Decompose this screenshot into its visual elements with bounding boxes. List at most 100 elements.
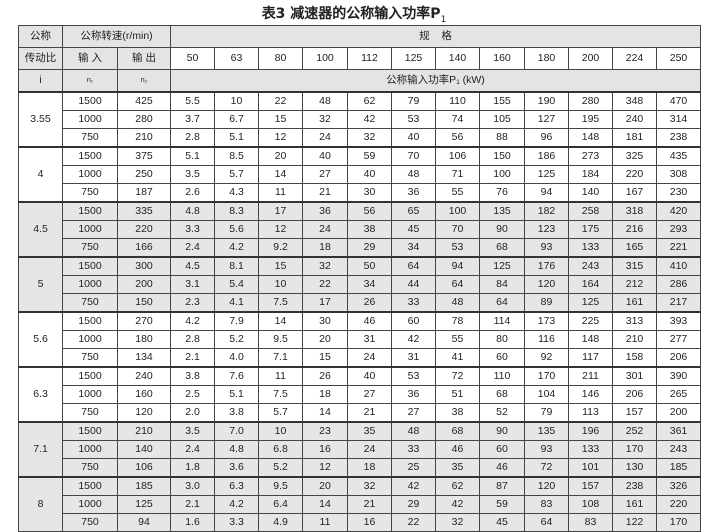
power-cell: 125 [524, 165, 569, 184]
power-cell: 120 [524, 476, 569, 496]
power-cell: 170 [524, 366, 569, 386]
ratio-cell: 4.5 [18, 201, 63, 258]
output-speed-cell: 160 [117, 385, 171, 404]
power-cell: 220 [612, 165, 657, 184]
power-cell: 184 [568, 165, 613, 184]
power-cell: 117 [568, 348, 613, 368]
power-cell: 470 [656, 91, 701, 111]
power-cell: 56 [435, 128, 480, 148]
power-cell: 3.3 [170, 220, 215, 239]
input-speed-cell: 750 [62, 293, 118, 313]
input-speed-cell: 1500 [62, 421, 118, 441]
power-cell: 265 [656, 385, 701, 404]
power-cell: 361 [656, 421, 701, 441]
power-cell: 155 [479, 91, 525, 111]
table-row: 1000 200 3.1 5.4 10 22 34 44 64 84 120 164 212 286 [19, 275, 701, 294]
power-cell: 53 [391, 366, 436, 386]
power-cell: 30 [347, 183, 392, 203]
input-speed-cell: 1500 [62, 146, 118, 166]
power-cell: 35 [347, 421, 392, 441]
power-cell: 59 [479, 495, 525, 514]
power-cell: 120 [524, 275, 569, 294]
power-cell: 9.5 [258, 330, 303, 349]
input-speed-cell: 1000 [62, 495, 118, 514]
power-cell: 34 [391, 238, 436, 258]
power-cell: 21 [347, 495, 392, 514]
power-cell: 161 [612, 293, 657, 313]
power-cell: 277 [656, 330, 701, 349]
output-speed-cell: 134 [117, 348, 171, 368]
table-row: 1000 280 3.7 6.7 15 32 42 53 74 105 127 195 240 314 [19, 110, 701, 129]
power-cell: 286 [656, 275, 701, 294]
output-speed-cell: 185 [117, 476, 171, 496]
output-speed-cell: 120 [117, 403, 171, 423]
input-speed-cell: 1500 [62, 256, 118, 276]
power-cell: 42 [347, 110, 392, 129]
table-row: 1000 220 3.3 5.6 12 24 38 45 70 90 123 175 216 293 [19, 220, 701, 239]
power-cell: 326 [656, 476, 701, 496]
ratio-header-2: 传动比 [18, 47, 63, 70]
power-cell: 4.0 [214, 348, 259, 368]
table-row: 750 150 2.3 4.1 7.5 17 26 33 48 64 89 125 161 217 [19, 293, 701, 313]
power-cell: 62 [347, 91, 392, 111]
power-cell: 70 [435, 220, 480, 239]
output-header: 输 出 [117, 47, 171, 70]
power-cell: 410 [656, 256, 701, 276]
power-cell: 79 [524, 403, 569, 423]
power-cell: 157 [612, 403, 657, 423]
power-cell: 221 [656, 238, 701, 258]
power-cell: 220 [656, 495, 701, 514]
output-speed-cell: 180 [117, 330, 171, 349]
power-cell: 9.2 [258, 238, 303, 258]
power-cell: 230 [656, 183, 701, 203]
power-cell: 65 [391, 201, 436, 221]
power-cell: 3.6 [214, 458, 259, 478]
output-speed-cell: 187 [117, 183, 171, 203]
power-cell: 3.8 [170, 366, 215, 386]
input-speed-cell: 1000 [62, 440, 118, 459]
power-cell: 325 [612, 146, 657, 166]
power-cell: 100 [435, 201, 480, 221]
power-cell: 7.1 [258, 348, 303, 368]
size-140: 140 [435, 47, 480, 70]
power-cell: 2.6 [170, 183, 215, 203]
power-cell: 17 [258, 201, 303, 221]
input-speed-cell: 1500 [62, 201, 118, 221]
power-cell: 42 [391, 330, 436, 349]
power-cell: 420 [656, 201, 701, 221]
power-cell: 14 [302, 403, 348, 423]
power-cell: 4.2 [214, 238, 259, 258]
ratio-header-1: 公称 [18, 25, 63, 48]
output-speed-cell: 166 [117, 238, 171, 258]
ratio-cell: 3.55 [18, 91, 63, 148]
power-cell: 116 [524, 330, 569, 349]
table-row: 5.6 1500 270 4.2 7.9 14 30 46 60 78 114 173 225 313 39… [18, 311, 701, 368]
power-cell: 1.6 [170, 513, 215, 532]
power-cell: 170 [656, 513, 701, 532]
table-row: 3.55 1500 425 5.5 10 22 48 62 79 110 155 190 280 348 4… [18, 91, 701, 148]
power-cell: 24 [302, 128, 348, 148]
power-cell: 308 [656, 165, 701, 184]
power-cell: 210 [612, 330, 657, 349]
power-cell: 2.8 [170, 330, 215, 349]
power-cell: 27 [347, 385, 392, 404]
power-cell: 36 [302, 201, 348, 221]
power-cell: 9.5 [258, 476, 303, 496]
power-cell: 318 [612, 201, 657, 221]
power-cell: 32 [435, 513, 480, 532]
input-speed-cell: 750 [62, 183, 118, 203]
power-cell: 4.1 [214, 293, 259, 313]
power-cell: 5.5 [170, 91, 215, 111]
power-cell: 76 [479, 183, 525, 203]
power-cell: 44 [391, 275, 436, 294]
input-speed-cell: 1500 [62, 476, 118, 496]
power-cell: 2.4 [170, 440, 215, 459]
power-cell: 74 [435, 110, 480, 129]
power-cell: 217 [656, 293, 701, 313]
power-cell: 225 [568, 311, 613, 331]
power-cell: 6.4 [258, 495, 303, 514]
power-cell: 238 [612, 476, 657, 496]
power-cell: 185 [656, 458, 701, 478]
power-table: 公称 公称转速(r/min) 规 格 传动比 输 入 输 出 50 63 80 100… [18, 25, 701, 532]
power-cell: 7.5 [258, 293, 303, 313]
